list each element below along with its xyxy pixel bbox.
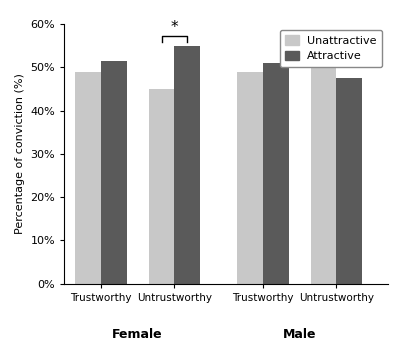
Bar xyxy=(237,72,263,284)
Bar xyxy=(263,63,288,284)
Bar xyxy=(75,72,101,284)
Bar xyxy=(311,57,336,284)
Text: Female: Female xyxy=(112,328,163,341)
Text: *: * xyxy=(171,20,178,35)
Bar xyxy=(174,46,200,284)
Bar xyxy=(101,61,126,284)
Text: Male: Male xyxy=(283,328,316,341)
Bar xyxy=(149,89,174,284)
Bar xyxy=(336,78,362,284)
Y-axis label: Percentage of conviction (%): Percentage of conviction (%) xyxy=(15,74,25,234)
Legend: Unattractive, Attractive: Unattractive, Attractive xyxy=(280,30,382,67)
